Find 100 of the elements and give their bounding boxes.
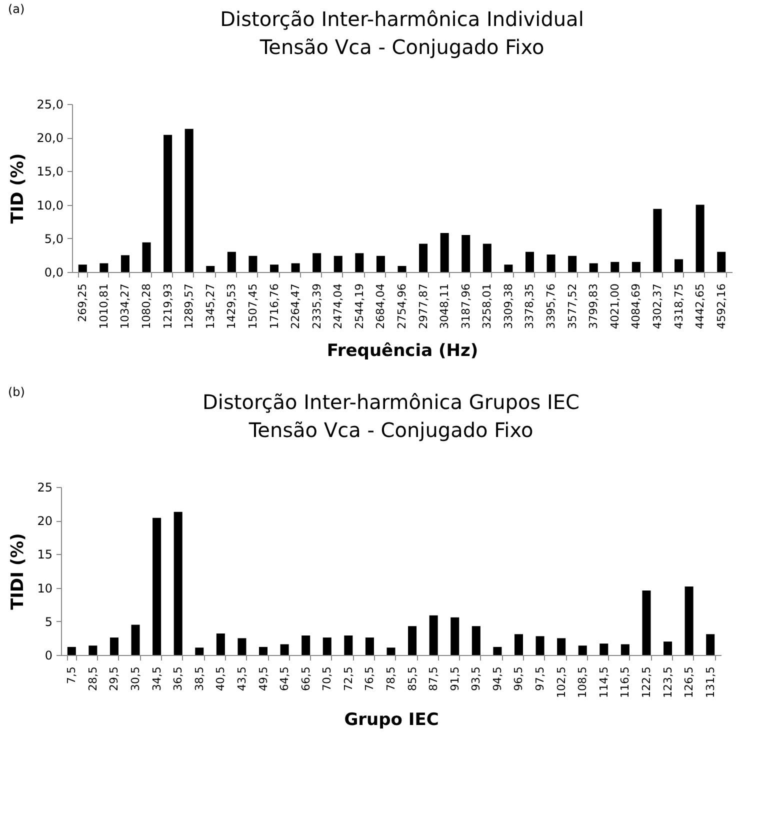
- bar: [653, 208, 662, 272]
- x-tick-label: 93,5: [470, 666, 483, 691]
- x-tick-label: 3395,76: [544, 284, 558, 329]
- x-tick-label: 2684,04: [374, 284, 388, 329]
- bar: [450, 617, 460, 655]
- bar: [717, 252, 726, 272]
- bar: [408, 626, 417, 655]
- x-tick-label: 1080,28: [140, 284, 154, 329]
- x-tick-label: 3187,96: [459, 284, 472, 329]
- x-tick-label: 123,5: [661, 666, 674, 698]
- y-tick-label: 25: [37, 480, 52, 494]
- bar: [546, 254, 556, 272]
- bar: [620, 644, 630, 655]
- bar: [322, 638, 332, 655]
- bar: [642, 590, 651, 655]
- bar: [696, 204, 704, 272]
- x-tick-label: 38,5: [192, 666, 206, 691]
- x-tick-label: 72,5: [342, 666, 355, 691]
- bar: [664, 642, 672, 655]
- bar: [365, 638, 374, 655]
- chart-title: Distorção Inter-harmônica Individual: [220, 7, 584, 31]
- x-tick-label: 2264,47: [289, 284, 302, 329]
- x-tick-label: 30,5: [129, 666, 142, 691]
- text: (b): [8, 385, 25, 399]
- x-tick-label: 1345,27: [204, 284, 217, 329]
- bar: [88, 646, 98, 655]
- bar: [536, 636, 544, 655]
- bar: [398, 266, 406, 272]
- x-tick-label: 116,5: [618, 666, 632, 698]
- chart-subtitle: Tensão Vca - Conjugado Fixo: [258, 35, 544, 59]
- x-tick-label: 269,25: [76, 284, 90, 322]
- x-tick-label: 3048,11: [438, 284, 452, 329]
- bar: [429, 615, 438, 655]
- x-tick-label: 3577,52: [566, 284, 579, 329]
- y-tick-label: 0,0: [44, 266, 64, 280]
- text: (a): [8, 2, 25, 16]
- x-tick-label: 4021,00: [608, 284, 622, 329]
- bar: [674, 259, 684, 272]
- y-tick-label: 10,0: [36, 198, 64, 212]
- y-axis-title: TIDI (%): [8, 533, 28, 610]
- x-tick-label: 126,5: [682, 666, 696, 698]
- x-tick-label: 4442,65: [694, 284, 707, 329]
- bar: [248, 256, 258, 272]
- x-tick-label: 49,5: [256, 666, 270, 691]
- bar: [706, 634, 715, 655]
- bar: [227, 252, 236, 272]
- bar: [568, 256, 577, 272]
- x-tick-label: 34,5: [150, 666, 164, 691]
- x-tick-label: 76,5: [363, 666, 376, 691]
- bar: [184, 128, 194, 272]
- y-tick-label: 15,0: [36, 164, 64, 179]
- x-tick-label: 2544,19: [352, 284, 366, 329]
- x-tick-label: 87,5: [427, 666, 440, 691]
- y-tick-label: 0: [44, 648, 52, 662]
- x-tick-label: 4318,75: [672, 284, 686, 329]
- x-tick-label: 131,5: [704, 666, 717, 698]
- x-tick-label: 102,5: [554, 666, 568, 698]
- bar: [120, 255, 130, 272]
- x-tick-label: 94,5: [490, 666, 504, 691]
- bar: [514, 634, 523, 655]
- chart-title: Distorção Inter-harmônica Grupos IEC: [202, 390, 580, 414]
- x-tick-label: 85,5: [406, 666, 419, 691]
- x-tick-label: 4302,37: [650, 284, 664, 329]
- bar: [419, 244, 428, 272]
- bar: [291, 263, 300, 272]
- bar: [482, 244, 492, 272]
- bar: [238, 638, 246, 655]
- x-tick-label: 2977,87: [416, 284, 430, 329]
- y-tick-label: 10: [37, 581, 52, 596]
- bar: [110, 638, 118, 655]
- x-tick-label: 122,5: [640, 666, 653, 698]
- x-tick-label: 91,5: [448, 666, 462, 691]
- x-tick-label: 1289,57: [182, 284, 196, 329]
- bar: [504, 264, 513, 272]
- x-tick-label: 4084,69: [630, 284, 643, 329]
- x-tick-label: 66,5: [299, 666, 312, 691]
- x-tick-label: 114,5: [597, 666, 610, 698]
- bar: [440, 233, 449, 272]
- x-tick-label: 3258,01: [480, 284, 494, 329]
- x-tick-label: 2754,96: [396, 284, 408, 329]
- x-tick-label: 3799,83: [587, 284, 600, 329]
- x-tick-label: 2335,39: [310, 284, 324, 329]
- bar: [78, 264, 87, 272]
- bar: [600, 644, 608, 655]
- x-tick-label: 70,5: [320, 666, 334, 691]
- y-tick-label: 5: [44, 614, 52, 629]
- bar: [152, 518, 162, 655]
- x-tick-label: 96,5: [512, 666, 526, 691]
- x-tick-label: 1716,76: [268, 284, 281, 329]
- x-tick-label: 1219,93: [161, 284, 174, 329]
- bar: [376, 256, 385, 272]
- x-tick-label: 2474,04: [332, 284, 345, 329]
- bar: [270, 264, 279, 272]
- bar: [589, 263, 598, 272]
- bar: [195, 648, 204, 655]
- bar: [355, 253, 364, 272]
- bar: [462, 235, 470, 272]
- bar: [142, 242, 151, 272]
- x-tick-label: 1429,53: [225, 284, 238, 329]
- x-tick-label: 40,5: [214, 666, 228, 691]
